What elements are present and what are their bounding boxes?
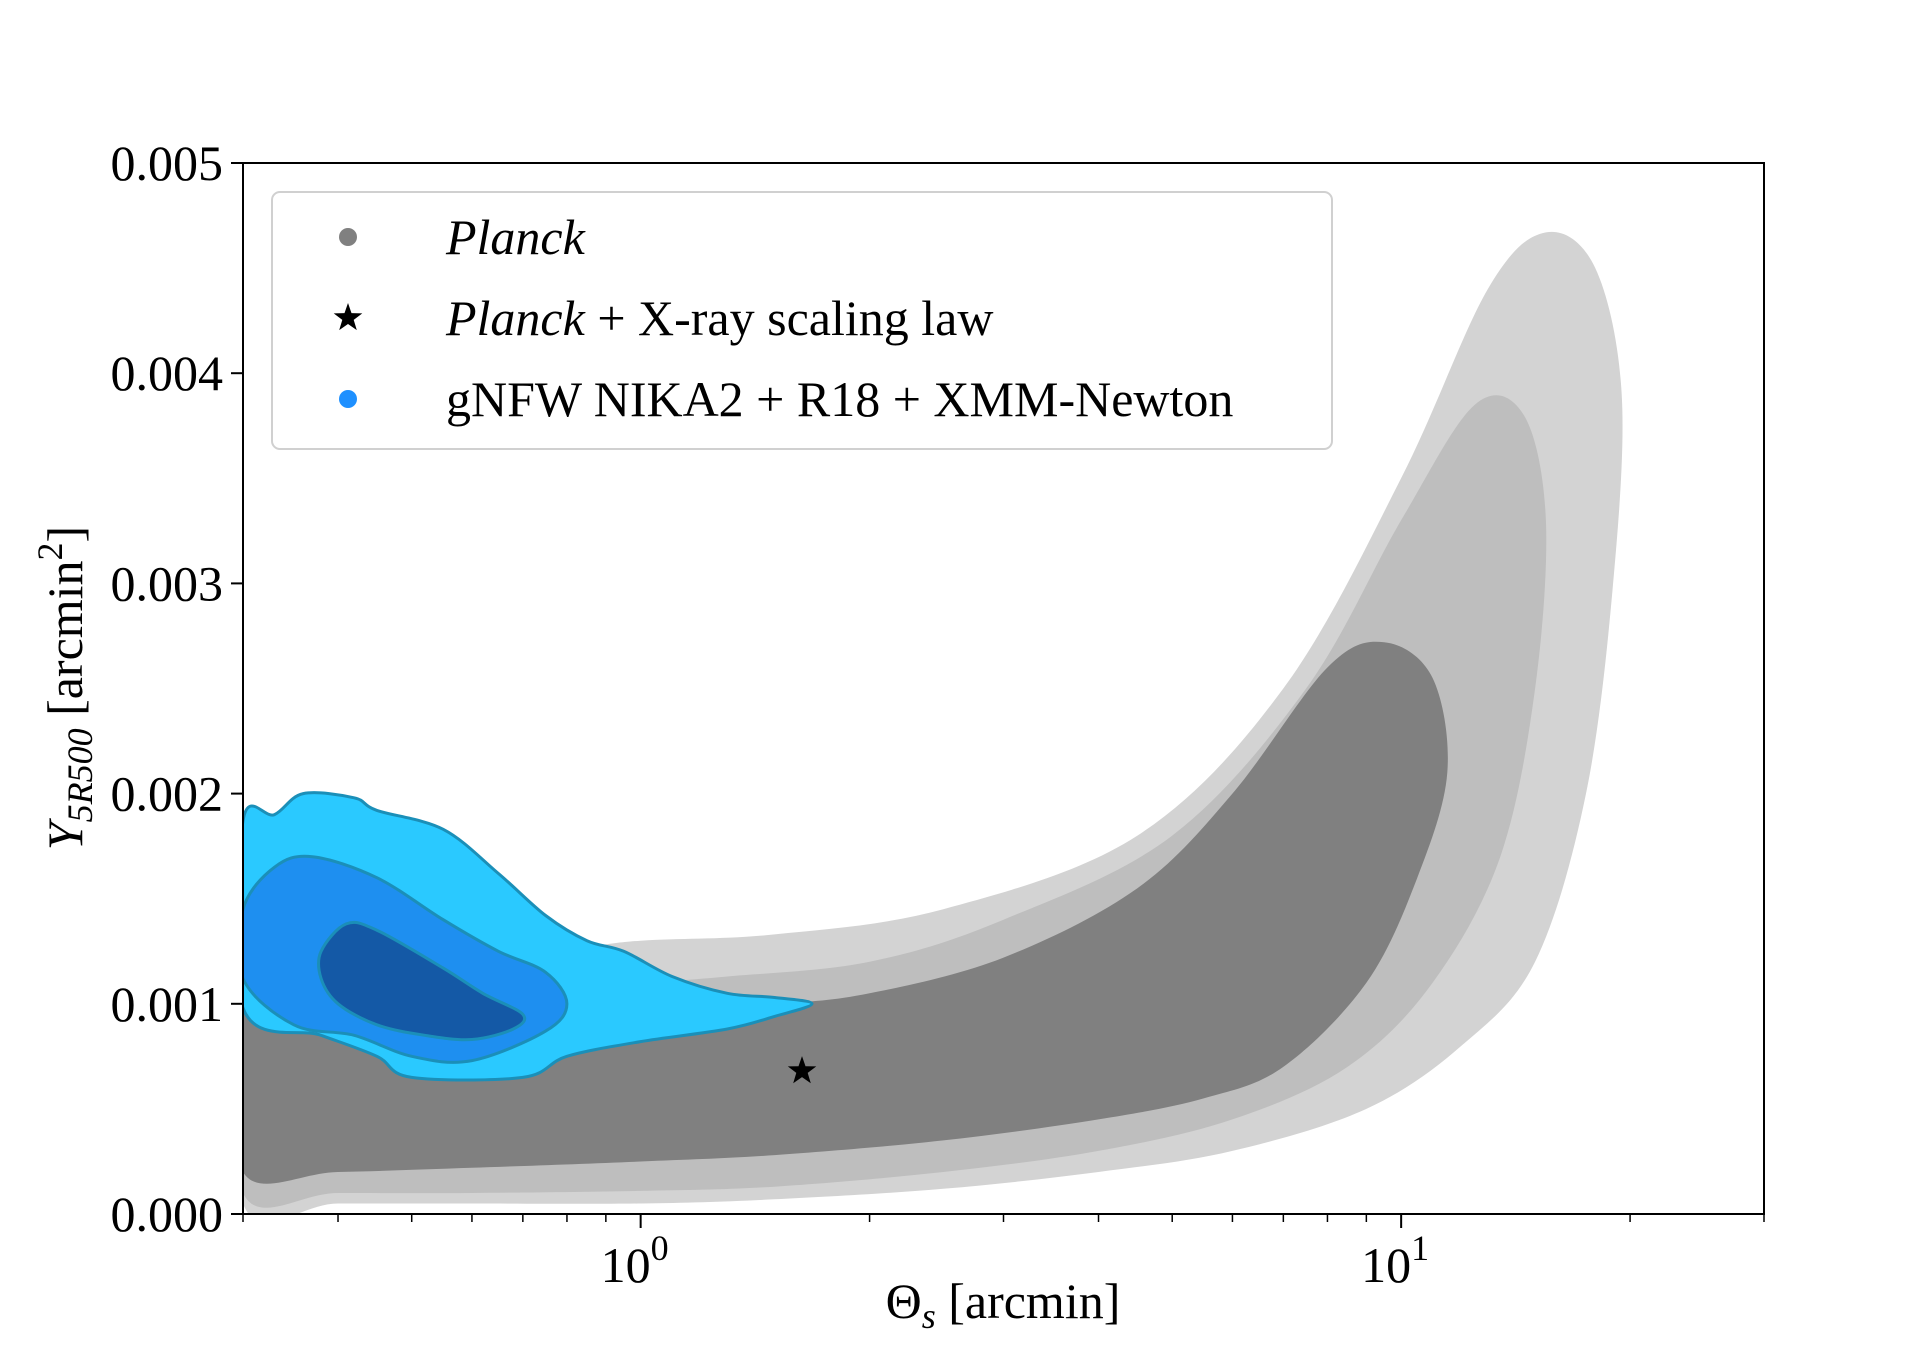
star-marker	[787, 1056, 817, 1084]
y-tick-label: 0.003	[111, 555, 224, 611]
y-axis-subscript: 5R500	[60, 728, 100, 822]
legend-frame	[271, 191, 1333, 450]
y-axis-unit-end: ]	[37, 526, 93, 543]
x-axis-label: Θs [arcmin]	[886, 1273, 1121, 1336]
y-axis-unit: [arcmin	[37, 560, 93, 715]
legend-marker-circle	[339, 390, 357, 408]
y-axis-symbol: Y	[37, 817, 93, 850]
y-axis: 0.000 0.001 0.002 0.003 0.004 0.005	[111, 135, 243, 1242]
gnfw-nika2-r18-xmm-newton-contour-inner	[316, 920, 527, 1042]
legend-label: gNFW NIKA2 + R18 + XMM-Newton	[446, 371, 1233, 427]
marker-layer	[787, 1056, 817, 1084]
legend: Planck Planck + X-ray scaling law gNFW NIK…	[271, 191, 1333, 450]
legend-label: Planck + X-ray scaling law	[445, 290, 993, 346]
x-axis-unit: [arcmin]	[948, 1273, 1120, 1329]
y-tick-label: 0.005	[111, 135, 224, 191]
contour-layer	[243, 231, 1623, 1214]
y-axis-label: Y5R500 [arcmin2]	[30, 526, 100, 850]
x-axis-symbol: Θ	[886, 1273, 922, 1329]
legend-marker-star	[333, 303, 363, 331]
y-tick-label: 0.002	[111, 766, 224, 822]
x-axis-subscript: s	[922, 1296, 936, 1336]
legend-marker-circle	[339, 228, 357, 246]
legend-label: Planck	[445, 209, 586, 265]
y-tick-label: 0.001	[111, 976, 224, 1032]
y-tick-label: 0.004	[111, 345, 224, 401]
x-axis: 100 101	[242, 1214, 1765, 1293]
x-tick-label: 101	[1361, 1228, 1429, 1293]
y-tick-label: 0.000	[111, 1186, 224, 1242]
x-tick-label: 100	[601, 1228, 669, 1293]
y-axis-unit-exponent: 2	[30, 542, 70, 560]
